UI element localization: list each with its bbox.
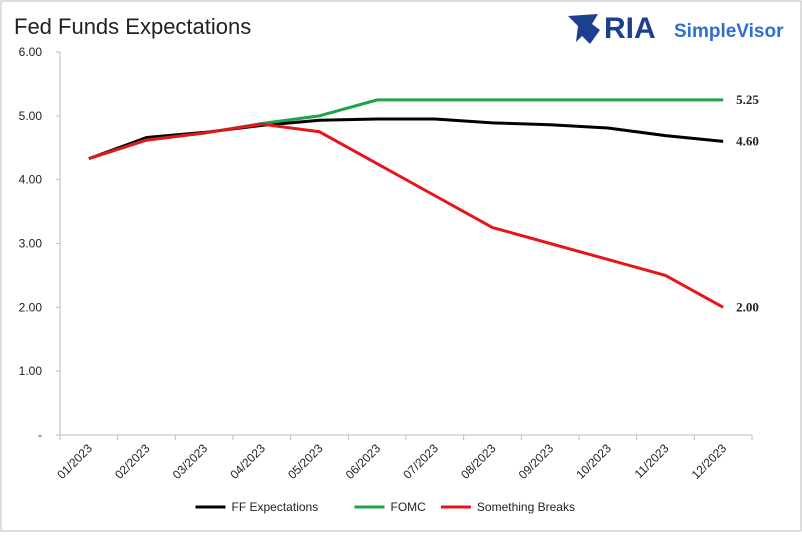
logo-brand: RIA (604, 12, 656, 45)
y-tick-label: 6.00 (19, 45, 43, 59)
logo-product: SimpleVisor (674, 21, 784, 42)
logo-icon (568, 14, 600, 44)
logo: RIA SimpleVisor (568, 12, 784, 45)
chart-title: Fed Funds Expectations (14, 14, 251, 39)
y-tick-label: 4.00 (19, 173, 43, 187)
legend-label: FOMC (391, 500, 427, 514)
y-tick-label: 3.00 (19, 237, 43, 251)
value-label: 2.00 (736, 299, 759, 314)
legend-label: Something Breaks (477, 500, 575, 514)
y-tick-label: 1.00 (19, 364, 43, 378)
y-tick-label: 5.00 (19, 109, 43, 123)
series-line (88, 122, 724, 309)
y-tick-label: 2.00 (19, 300, 43, 314)
value-label: 4.60 (736, 133, 759, 148)
value-label: 5.25 (736, 92, 759, 107)
y-tick-label: - (38, 428, 42, 442)
legend-label: FF Expectations (232, 500, 319, 514)
